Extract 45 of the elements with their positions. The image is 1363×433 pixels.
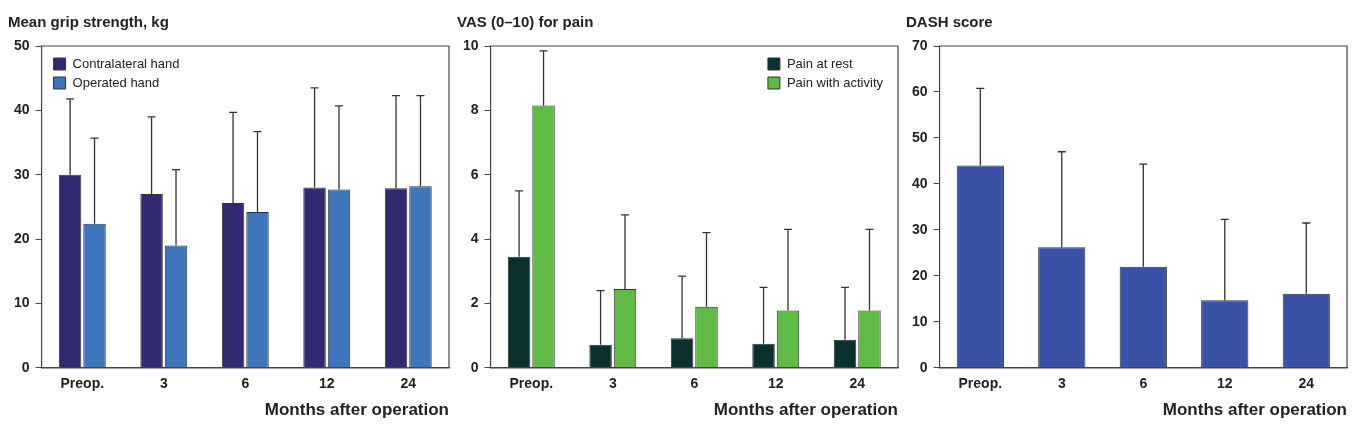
legend-label: Operated hand bbox=[72, 75, 160, 91]
y-tick-label: 10 bbox=[13, 294, 30, 311]
y-tick-label: 30 bbox=[911, 220, 928, 237]
x-tick-label: Preop. bbox=[958, 375, 1003, 392]
x-tick-label: 3 bbox=[159, 375, 168, 392]
y-tick-label: 50 bbox=[911, 128, 928, 145]
x-tick-label: Preop. bbox=[60, 375, 105, 392]
y-tick-label: 10 bbox=[911, 312, 928, 329]
legend-label: Pain with activity bbox=[786, 75, 884, 91]
y-tick-label: 4 bbox=[470, 229, 479, 246]
x-tick-label: 24 bbox=[400, 375, 417, 392]
x-axis-title: Months after operation bbox=[1162, 400, 1347, 420]
x-tick-label: Preop. bbox=[509, 375, 554, 392]
y-tick-label: 8 bbox=[470, 101, 479, 118]
y-tick-label: 20 bbox=[911, 266, 928, 283]
x-tick-label: 6 bbox=[1139, 375, 1148, 392]
x-axis-title: Months after operation bbox=[713, 400, 898, 420]
y-tick-label: 50 bbox=[13, 36, 30, 53]
y-tick-label: 6 bbox=[470, 165, 479, 182]
y-tick-label: 40 bbox=[13, 101, 30, 118]
x-tick-label: 3 bbox=[1057, 375, 1066, 392]
x-tick-label: 6 bbox=[690, 375, 699, 392]
legend-label: Pain at rest bbox=[786, 56, 854, 72]
chart-title: VAS (0–10) for pain bbox=[457, 13, 594, 31]
y-tick-label: 60 bbox=[911, 82, 928, 99]
x-tick-label: 12 bbox=[318, 375, 335, 392]
chart-title: Mean grip strength, kg bbox=[8, 13, 169, 31]
y-tick-label: 10 bbox=[462, 36, 479, 53]
y-tick-label: 0 bbox=[21, 358, 30, 375]
x-tick-label: 6 bbox=[241, 375, 250, 392]
legend-label: Contralateral hand bbox=[72, 56, 180, 72]
y-tick-label: 0 bbox=[470, 358, 479, 375]
x-tick-label: 3 bbox=[608, 375, 617, 392]
x-axis-title: Months after operation bbox=[264, 400, 449, 420]
y-tick-label: 2 bbox=[470, 294, 479, 311]
y-tick-label: 30 bbox=[13, 165, 30, 182]
chart-title: DASH score bbox=[906, 13, 993, 31]
y-tick-label: 20 bbox=[13, 229, 30, 246]
y-tick-label: 40 bbox=[911, 174, 928, 191]
y-tick-label: 70 bbox=[911, 36, 928, 53]
y-tick-label: 0 bbox=[919, 358, 928, 375]
x-tick-label: 24 bbox=[849, 375, 866, 392]
x-tick-label: 12 bbox=[1216, 375, 1233, 392]
x-tick-label: 12 bbox=[767, 375, 784, 392]
x-tick-label: 24 bbox=[1298, 375, 1315, 392]
